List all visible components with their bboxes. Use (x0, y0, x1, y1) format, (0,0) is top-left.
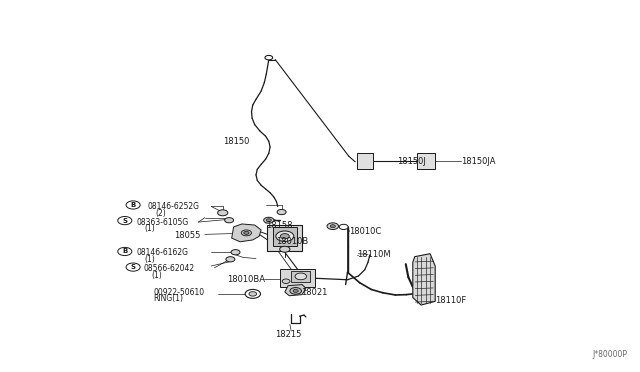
Text: S: S (122, 218, 127, 224)
Text: 18110M: 18110M (357, 250, 391, 259)
Circle shape (245, 289, 260, 298)
Circle shape (225, 218, 234, 223)
Circle shape (265, 55, 273, 60)
Text: 08146-6162G: 08146-6162G (136, 248, 188, 257)
Circle shape (282, 279, 290, 283)
Text: 18150J: 18150J (397, 157, 426, 166)
Circle shape (118, 217, 132, 225)
Text: 18110F: 18110F (435, 296, 467, 305)
Text: 18010B: 18010B (276, 237, 308, 246)
Circle shape (126, 201, 140, 209)
Text: 08566-62042: 08566-62042 (143, 264, 195, 273)
Text: 18215: 18215 (275, 330, 301, 339)
Circle shape (249, 292, 257, 296)
Text: B: B (122, 248, 127, 254)
Text: B: B (131, 202, 136, 208)
Circle shape (293, 289, 298, 292)
Text: S: S (131, 264, 136, 270)
Bar (291, 271, 310, 282)
Circle shape (241, 230, 252, 236)
Circle shape (231, 250, 240, 255)
Text: (1): (1) (152, 271, 163, 280)
Text: 18055: 18055 (174, 231, 200, 240)
Bar (273, 227, 297, 246)
Text: (2): (2) (156, 209, 166, 218)
Circle shape (118, 247, 132, 256)
Circle shape (339, 224, 348, 230)
Circle shape (330, 225, 335, 228)
Text: 18150JA: 18150JA (461, 157, 495, 166)
Circle shape (277, 209, 286, 215)
Text: (1): (1) (145, 224, 156, 233)
Polygon shape (413, 254, 435, 305)
Text: J*80000P: J*80000P (592, 350, 627, 359)
Text: 18021: 18021 (301, 288, 327, 297)
Text: 18010BA: 18010BA (227, 275, 265, 284)
Circle shape (264, 217, 274, 223)
Bar (417, 153, 435, 170)
Circle shape (266, 219, 271, 222)
Circle shape (226, 257, 235, 262)
Text: 18150: 18150 (223, 137, 250, 146)
Bar (268, 225, 302, 251)
Bar (357, 153, 372, 169)
Text: 00922-50610: 00922-50610 (154, 288, 205, 297)
Circle shape (280, 234, 289, 239)
Text: 18010C: 18010C (349, 227, 381, 236)
Text: 08146-6252G: 08146-6252G (147, 202, 199, 211)
Text: 18158: 18158 (266, 221, 292, 230)
Circle shape (276, 231, 294, 241)
Circle shape (244, 231, 249, 234)
Text: 08363-6105G: 08363-6105G (136, 218, 189, 227)
Polygon shape (232, 224, 261, 242)
Circle shape (295, 273, 307, 280)
Polygon shape (285, 285, 306, 296)
Bar (280, 269, 315, 287)
Circle shape (126, 263, 140, 271)
Text: (1): (1) (145, 255, 156, 264)
Text: RING(1): RING(1) (154, 294, 184, 303)
Circle shape (280, 246, 290, 252)
Circle shape (290, 288, 301, 294)
Circle shape (218, 210, 228, 216)
Circle shape (327, 223, 339, 230)
